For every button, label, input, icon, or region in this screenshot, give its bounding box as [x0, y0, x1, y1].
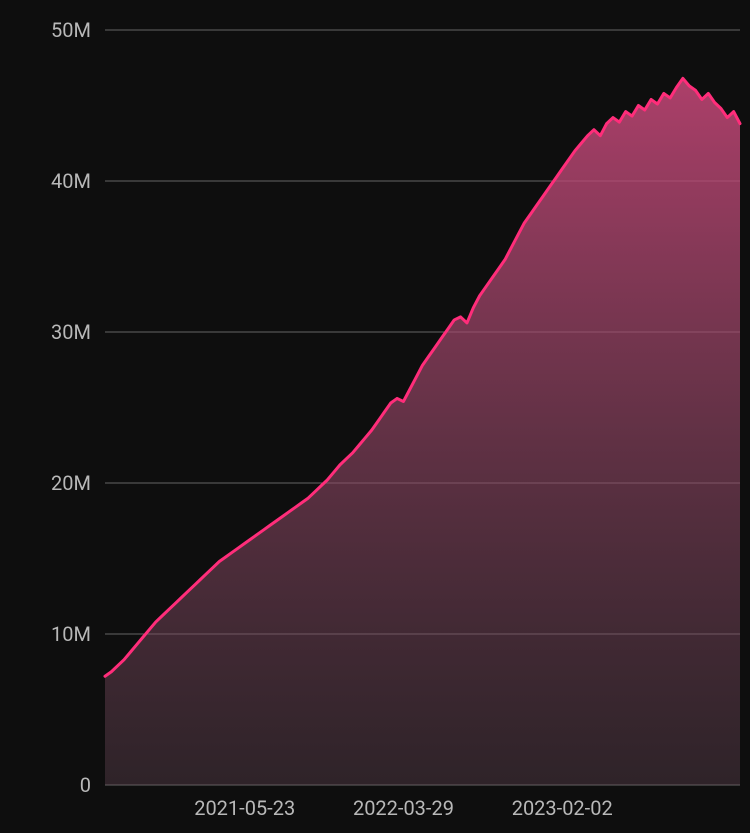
x-tick-label: 2021-05-23	[194, 796, 295, 820]
x-tick-label: 2022-03-29	[353, 796, 454, 820]
y-tick-label: 10M	[51, 622, 91, 646]
y-tick-label: 30M	[51, 320, 91, 344]
x-tick-label: 2023-02-02	[512, 796, 613, 820]
chart-svg: 0 10M 20M 30M 40M 50M 2021-05-23 2022-03-29 2023…	[0, 0, 750, 833]
y-tick-label: 20M	[51, 471, 91, 495]
y-tick-label: 0	[80, 773, 91, 797]
y-tick-label: 40M	[51, 169, 91, 193]
y-tick-label: 50M	[51, 18, 91, 42]
growth-chart: 0 10M 20M 30M 40M 50M 2021-05-23 2022-03-29 2023…	[0, 0, 750, 833]
